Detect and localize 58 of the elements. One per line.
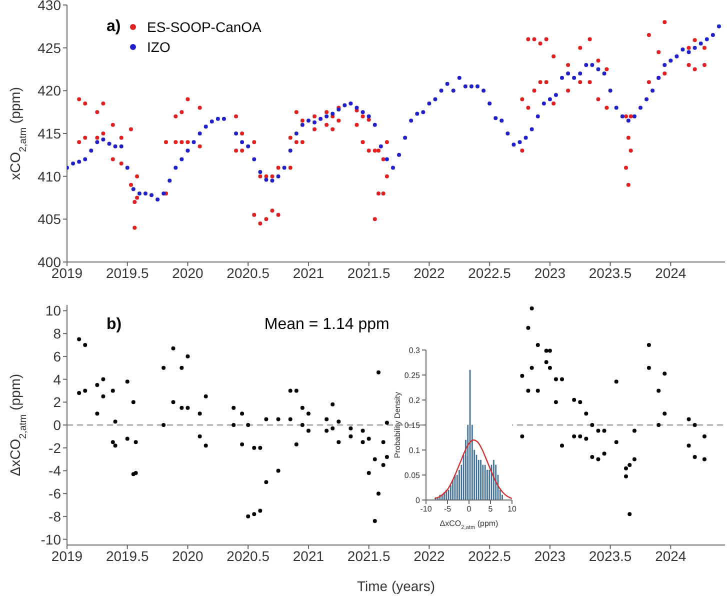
y-tick-label: 415 — [38, 125, 62, 142]
y-tick-label: 425 — [38, 40, 62, 56]
x-tick-label: -5 — [444, 504, 452, 514]
x-tick-label: 2020.5 — [226, 264, 270, 281]
y-tick-label: -10 — [40, 531, 62, 548]
y-tick-label: -6 — [48, 486, 62, 502]
y-tick-label: 4 — [53, 371, 62, 388]
x-tick-label: 2023 — [534, 264, 566, 281]
annotation: Mean = 1.14 ppm — [264, 316, 390, 334]
y-tick-label: 6 — [53, 348, 62, 364]
x-tick-label: 2021.5 — [347, 264, 390, 281]
x-tick-label: -10 — [420, 504, 432, 514]
y-tick-label: 10 — [45, 302, 62, 319]
x-tick-label: 2021 — [292, 548, 324, 564]
x-tick-label: 2021.5 — [347, 548, 390, 564]
x-tick-label: 2022.5 — [468, 264, 512, 281]
y-tick-label: 0 — [416, 496, 421, 505]
x-tick-label: 2022 — [414, 548, 445, 564]
y-tick-label: 405 — [38, 211, 62, 228]
annotation: a) — [106, 18, 121, 36]
x-tick-label: 2023 — [534, 548, 566, 564]
y-tick-label: 8 — [53, 326, 62, 342]
y-tick-label: 0.1 — [408, 446, 421, 455]
y-tick-label: 0.05 — [404, 470, 421, 480]
x-tick-label: 0 — [466, 504, 472, 514]
x-tick-label: 2019.5 — [106, 548, 149, 564]
y-tick-label: 2 — [53, 394, 62, 410]
annotation: b) — [106, 316, 122, 334]
legend-label: ES-SOOP-CanOA — [147, 18, 262, 37]
x-axis-title: Time (years) — [356, 578, 436, 594]
x-axis-title: ΔxCO$_{2,atm}$ (ppm) — [440, 519, 499, 531]
y-tick-label: 0.2 — [408, 396, 421, 405]
y-tick-label: 0.15 — [404, 420, 421, 430]
y-tick-label: 420 — [38, 82, 62, 99]
x-tick-label: 2020 — [172, 264, 204, 281]
y-tick-label: 430 — [38, 0, 62, 13]
x-tick-label: 5 — [488, 504, 494, 514]
y-tick-label: 0.3 — [408, 346, 421, 355]
x-tick-label: 2019.5 — [106, 264, 149, 281]
y-tick-label: 410 — [38, 168, 62, 184]
y-tick-label: -8 — [48, 508, 62, 524]
x-tick-label: 10 — [508, 504, 517, 514]
x-tick-label: 2020 — [172, 548, 204, 564]
x-tick-label: 2022.5 — [468, 548, 512, 564]
legend-label: IZO — [147, 38, 170, 57]
y-tick-label: -2 — [48, 440, 62, 456]
x-tick-label: 2020.5 — [226, 548, 270, 564]
y-tick-label: -4 — [48, 462, 62, 479]
x-tick-label: 2024 — [655, 264, 686, 281]
y-tick-label: 0 — [53, 416, 62, 433]
x-tick-label: 2019 — [51, 548, 83, 564]
x-tick-label: 2023.5 — [588, 548, 632, 564]
x-tick-label: 2023.5 — [588, 264, 632, 281]
x-tick-label: 2024 — [655, 548, 686, 564]
y-tick-label: 0.25 — [404, 370, 421, 380]
x-tick-label: 2022 — [414, 264, 445, 281]
y-axis-title: Probability Density — [393, 392, 402, 458]
x-tick-label: 2021 — [292, 264, 324, 281]
